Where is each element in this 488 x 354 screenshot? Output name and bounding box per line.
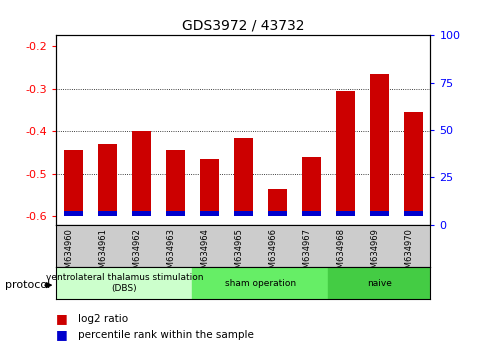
Title: GDS3972 / 43732: GDS3972 / 43732 bbox=[182, 19, 304, 33]
Text: log2 ratio: log2 ratio bbox=[78, 314, 128, 324]
Text: GSM634968: GSM634968 bbox=[336, 228, 345, 279]
Text: protocol: protocol bbox=[5, 280, 50, 290]
Text: ■: ■ bbox=[56, 328, 68, 341]
Text: GSM634963: GSM634963 bbox=[166, 228, 175, 279]
Bar bbox=[301, 157, 320, 216]
Bar bbox=[233, 138, 252, 216]
Bar bbox=[233, 211, 252, 216]
Text: GSM634967: GSM634967 bbox=[302, 228, 311, 279]
Text: GSM634970: GSM634970 bbox=[404, 228, 412, 279]
Bar bbox=[56, 267, 192, 299]
Text: GSM634969: GSM634969 bbox=[369, 228, 379, 279]
Bar bbox=[335, 91, 354, 216]
Bar bbox=[132, 211, 150, 216]
Bar bbox=[327, 267, 429, 299]
Bar bbox=[200, 159, 218, 216]
Bar bbox=[369, 74, 388, 216]
Bar bbox=[98, 211, 116, 216]
Text: GSM634965: GSM634965 bbox=[234, 228, 243, 279]
Bar bbox=[403, 211, 422, 216]
Text: GSM634960: GSM634960 bbox=[64, 228, 73, 279]
Text: GSM634964: GSM634964 bbox=[200, 228, 209, 279]
Bar bbox=[165, 150, 184, 216]
Text: percentile rank within the sample: percentile rank within the sample bbox=[78, 330, 254, 339]
Text: naive: naive bbox=[366, 279, 391, 288]
Bar bbox=[165, 211, 184, 216]
Bar bbox=[132, 131, 150, 216]
Bar bbox=[369, 211, 388, 216]
Bar bbox=[200, 211, 218, 216]
Bar bbox=[64, 211, 82, 216]
Text: ■: ■ bbox=[56, 312, 68, 325]
Text: GSM634966: GSM634966 bbox=[268, 228, 277, 279]
Bar bbox=[335, 211, 354, 216]
Bar bbox=[403, 112, 422, 216]
Text: GSM634962: GSM634962 bbox=[132, 228, 141, 279]
Bar bbox=[267, 211, 286, 216]
Bar bbox=[267, 189, 286, 216]
Text: ventrolateral thalamus stimulation
(DBS): ventrolateral thalamus stimulation (DBS) bbox=[45, 274, 203, 293]
Bar bbox=[192, 267, 327, 299]
Bar bbox=[64, 150, 82, 216]
Text: sham operation: sham operation bbox=[224, 279, 295, 288]
Text: GSM634961: GSM634961 bbox=[98, 228, 107, 279]
Bar bbox=[301, 211, 320, 216]
Bar bbox=[98, 144, 116, 216]
